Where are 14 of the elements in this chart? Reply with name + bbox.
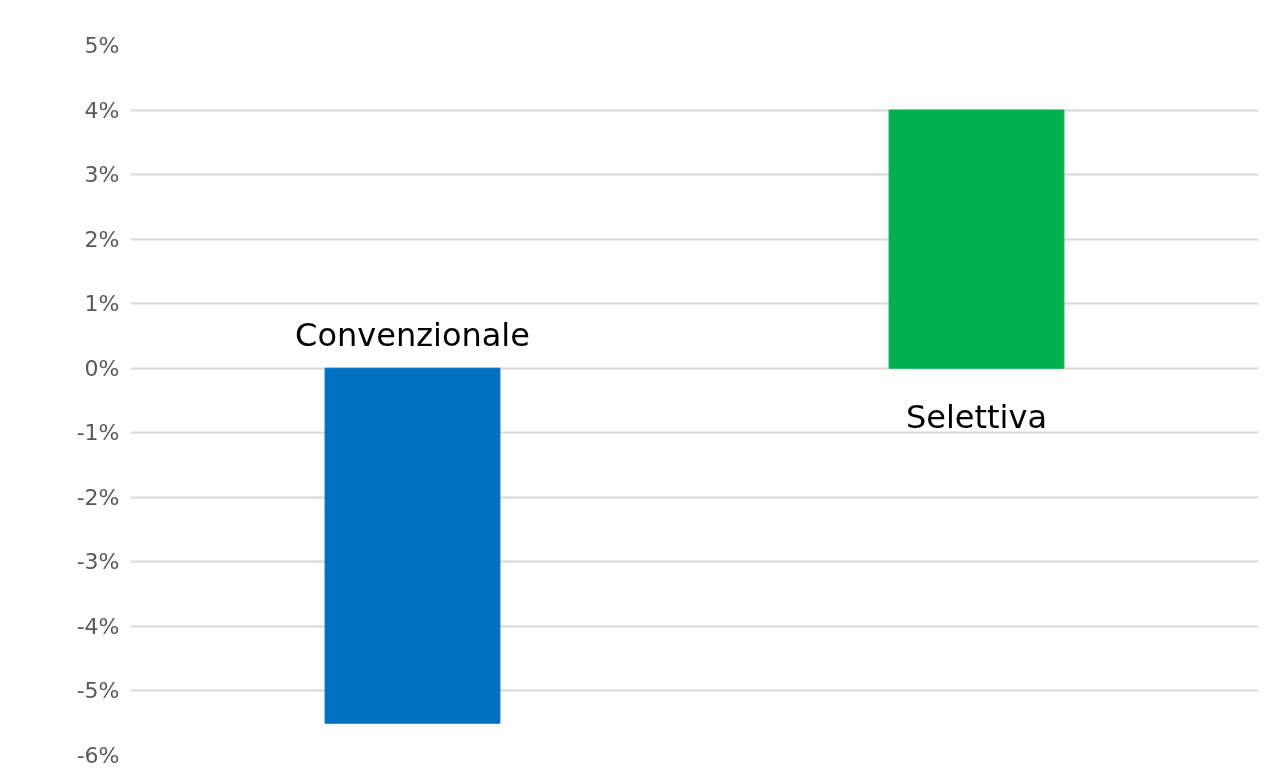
- y-tick-label: 0%: [84, 355, 120, 381]
- y-tick-label: 5%: [84, 33, 120, 58]
- y-tick-label: 3%: [84, 162, 120, 188]
- y-tick-label: -1%: [76, 420, 120, 446]
- y-tick-label: -6%: [76, 743, 120, 768]
- x-tick-label: Selettiva: [905, 398, 1048, 437]
- y-tick-label: -4%: [76, 613, 120, 639]
- y-tick-label: 1%: [84, 291, 120, 317]
- x-tick-label: Convenzionale: [295, 316, 530, 355]
- y-tick-label: 4%: [84, 97, 120, 123]
- y-tick-label: -5%: [76, 678, 120, 704]
- y-tick-label: -3%: [76, 549, 120, 575]
- y-tick-label: -2%: [76, 484, 120, 510]
- y-tick-label: 2%: [84, 226, 120, 252]
